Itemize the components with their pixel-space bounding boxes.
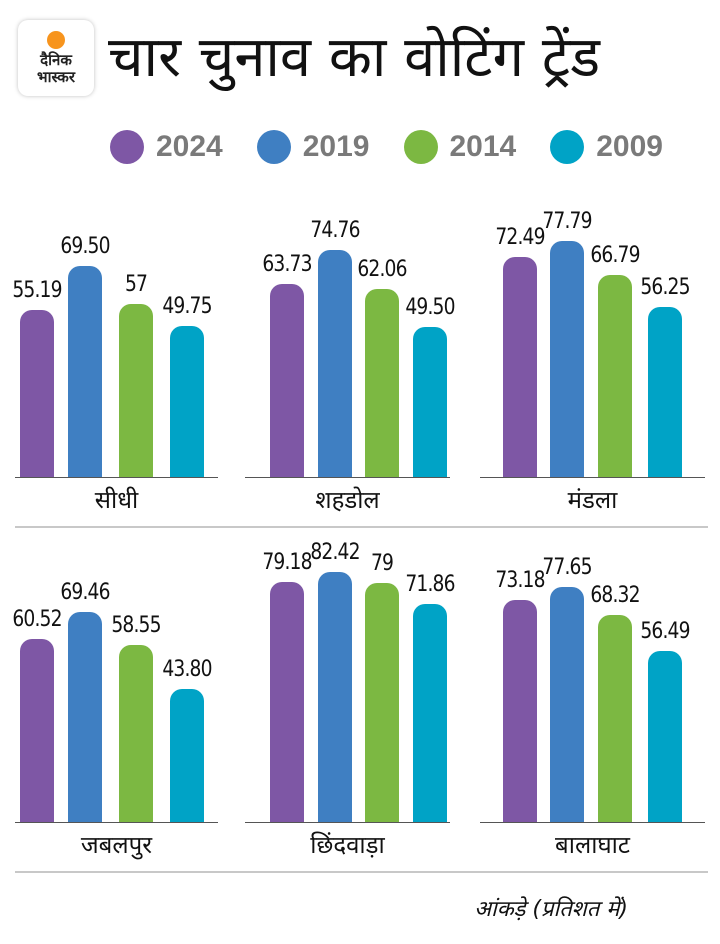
data-label: 79.18 [262, 550, 312, 576]
bar-2024 [503, 257, 537, 477]
category-label: बालाघाट [555, 831, 630, 859]
bar-2009 [170, 689, 204, 822]
x-axis [15, 477, 218, 478]
x-axis [480, 822, 705, 823]
x-axis [480, 477, 705, 478]
sun-icon [47, 31, 65, 49]
bar-2014 [119, 304, 153, 477]
legend-label: 2019 [302, 130, 370, 163]
data-label: 58.55 [111, 612, 161, 638]
bar-2009 [648, 306, 682, 477]
legend-item-2009: 2009 [550, 130, 663, 164]
data-label: 43.80 [162, 657, 212, 683]
bar-2014 [598, 614, 632, 822]
data-label: 55.19 [12, 277, 62, 303]
category-label: मंडला [567, 486, 618, 514]
data-label: 66.79 [590, 242, 640, 268]
logo-text-1: दैनिक [40, 52, 72, 69]
data-label: 69.46 [60, 579, 110, 605]
legend-item-2024: 2024 [110, 130, 223, 164]
data-label: 74.76 [310, 218, 360, 244]
legend-label: 2009 [596, 130, 663, 163]
data-label: 62.06 [357, 256, 407, 282]
data-label: 60.52 [12, 606, 62, 632]
category-label: शहडोल [315, 486, 380, 514]
bar-2014 [365, 288, 399, 477]
bar-2014 [598, 274, 632, 477]
dainik-bhaskar-logo: दैनिक भास्कर [18, 20, 94, 96]
bar-2019 [68, 611, 102, 822]
bar-2024 [270, 582, 304, 822]
data-label: 79 [370, 550, 394, 576]
bar-2009 [413, 327, 447, 477]
data-label: 71.86 [405, 572, 455, 598]
data-label: 72.49 [495, 225, 545, 251]
bar-2024 [20, 309, 54, 477]
legend-swatch [403, 130, 438, 164]
bar-2019 [68, 266, 102, 477]
data-label: 69.50 [60, 234, 110, 260]
data-label: 56.25 [640, 274, 690, 300]
legend: 2024 2019 2014 2009 [110, 130, 663, 164]
bar-2009 [413, 604, 447, 822]
data-label: 82.42 [310, 540, 360, 566]
bar-2014 [365, 582, 399, 822]
bar-2019 [318, 572, 352, 822]
x-axis [245, 822, 450, 823]
legend-swatch [110, 130, 144, 164]
footnote: आंकड़े (प्रतिशत में) [474, 897, 628, 922]
bar-2019 [550, 586, 584, 822]
row-divider [15, 526, 708, 528]
page-title: चार चुनाव का वोटिंग ट्रेंड [108, 25, 601, 90]
legend-item-2014: 2014 [403, 130, 517, 164]
bar-2024 [503, 600, 537, 822]
bar-2009 [170, 326, 204, 477]
x-axis [245, 477, 450, 478]
bar-2019 [318, 250, 352, 477]
data-label: 77.65 [542, 554, 592, 580]
data-label: 49.75 [162, 294, 212, 320]
logo-text-2: भास्कर [37, 69, 75, 86]
bar-2024 [20, 638, 54, 822]
data-label: 73.18 [495, 568, 545, 594]
bar-2014 [119, 644, 153, 822]
category-label: सीधी [94, 486, 139, 514]
legend-swatch [550, 130, 585, 164]
legend-swatch [256, 130, 291, 164]
data-label: 77.79 [542, 209, 592, 235]
legend-item-2019: 2019 [256, 130, 370, 164]
data-label: 56.49 [640, 618, 690, 644]
data-label: 68.32 [590, 582, 640, 608]
legend-label: 2024 [156, 130, 223, 163]
bar-2009 [648, 650, 682, 822]
data-label: 49.50 [405, 295, 455, 320]
row-divider [15, 871, 708, 873]
bar-2019 [550, 241, 584, 477]
bar-2024 [270, 283, 304, 477]
category-label: छिंदवाड़ा [310, 831, 385, 859]
data-label: 57 [124, 272, 148, 298]
category-label: जबलपुर [80, 831, 153, 859]
data-label: 63.73 [262, 251, 312, 277]
legend-label: 2014 [449, 130, 517, 163]
x-axis [15, 822, 218, 823]
